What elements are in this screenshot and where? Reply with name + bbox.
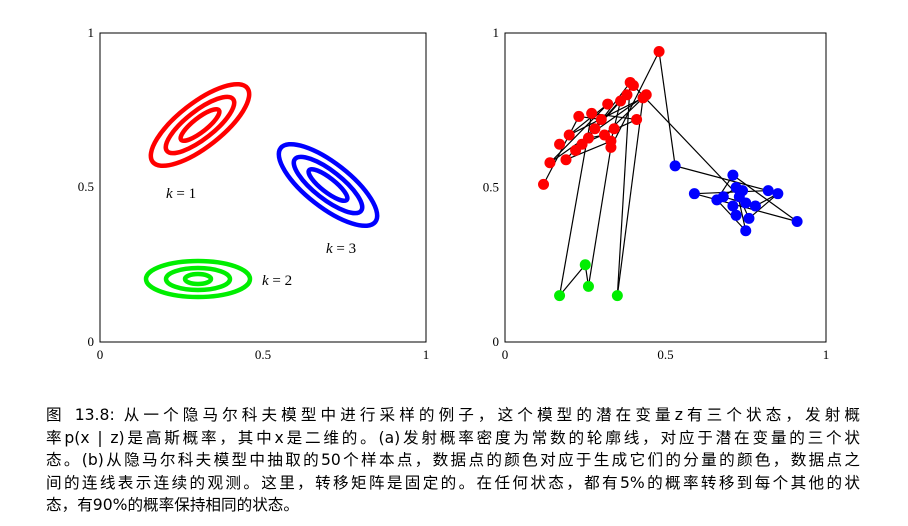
- sequence-segment: [632, 85, 740, 198]
- panel-b-ticks: 0 0.5 1 0 0.5 1: [483, 25, 830, 362]
- panel-b-ytick: 0: [493, 334, 500, 349]
- panel-a-red-contours: [148, 81, 252, 169]
- sequence-segment: [610, 100, 622, 142]
- label-k2: k = 2: [262, 273, 292, 289]
- sample-point-green: [579, 259, 591, 271]
- caption-line: 态，有90%的概率保持相同的状态。: [46, 496, 299, 514]
- panel-b-ytick: 1: [493, 25, 500, 40]
- sample-point-red: [602, 98, 614, 110]
- sample-point-green: [582, 280, 594, 292]
- sequence-segment: [565, 140, 612, 161]
- sample-point-blue: [737, 185, 749, 197]
- sample-point-blue: [791, 215, 803, 227]
- sequence-segment: [591, 112, 637, 121]
- panel-b-xtick: 0.5: [657, 347, 673, 362]
- sample-point-red: [640, 89, 652, 101]
- sequence-segment: [542, 116, 580, 185]
- figure-caption: 图 13.8: 从一个隐马尔科夫模型中进行采样的例子，这个模型的潜在变量z有三个…: [46, 404, 860, 517]
- sequence-segment: [568, 103, 609, 136]
- sample-point-red: [631, 114, 643, 126]
- sample-point-red: [563, 129, 575, 141]
- sample-point-red: [560, 154, 572, 166]
- sample-point-blue: [772, 188, 784, 200]
- panel-a-xtick: 1: [423, 347, 430, 362]
- sample-point-red: [573, 110, 585, 122]
- panel-a-ytick: 1: [88, 25, 95, 40]
- label-k3: k = 3: [326, 241, 356, 257]
- panel-b-scatter-plot: 0 0.5 1 0 0.5 1: [483, 25, 830, 362]
- sample-point-red: [538, 178, 550, 190]
- caption-line: 图 13.8: 从一个隐马尔科夫模型中进行采样的例子，这个模型的潜在变量z有三个…: [46, 406, 860, 424]
- panel-a-ticks: 0 0.5 1 0 0.5 1: [78, 25, 430, 362]
- sequence-segment: [587, 147, 612, 287]
- panel-a-axes-frame: [99, 32, 427, 343]
- sample-point-red: [570, 144, 582, 156]
- sample-point-red: [589, 123, 601, 135]
- panel-a-ytick: 0: [88, 334, 95, 349]
- sample-point-red: [554, 138, 566, 150]
- sample-point-red: [595, 114, 607, 126]
- sample-point-green: [611, 290, 623, 302]
- sample-point-blue: [740, 197, 752, 209]
- panel-b-xtick: 1: [823, 347, 830, 362]
- sample-point-blue: [727, 169, 739, 181]
- sample-point-blue: [727, 200, 739, 212]
- sample-point-blue: [762, 185, 774, 197]
- sequence-segment: [616, 97, 644, 296]
- sample-point-red: [627, 80, 639, 92]
- sample-point-blue: [749, 200, 761, 212]
- sequence-segment: [616, 82, 631, 296]
- sample-point-blue: [669, 160, 681, 172]
- panel-a-blue-contours: [276, 141, 380, 229]
- sequence-segment: [748, 193, 779, 219]
- sequence-segment: [549, 103, 609, 164]
- sample-point-blue: [688, 188, 700, 200]
- panel-a-xtick: 0.5: [255, 347, 271, 362]
- caption-line: 态。(b)从隐马尔科夫模型中抽取的50个样本点，数据点的颜色对应于生成它们的分量…: [46, 451, 860, 469]
- panel-b-axes-frame: [504, 32, 827, 343]
- caption-line: 间的连线表示连续的观测。这里，转移矩阵是固定的。在任何状态，都有5%的概率转移到…: [46, 473, 860, 492]
- sample-point-green: [554, 290, 566, 302]
- sample-point-red: [544, 157, 556, 169]
- panel-b-xtick: 0: [502, 347, 509, 362]
- panel-a-contour-plot: k = 1 k = 2 k = 3 0 0.5 1 0 0.5 1: [78, 25, 430, 362]
- sequence-segment: [568, 97, 644, 136]
- caption-line: 率p(x | z)是高斯概率，其中x是二维的。(a)发射概率密度为常数的轮廓线，…: [46, 428, 860, 447]
- sample-point-red: [582, 132, 594, 144]
- sequence-segment: [658, 51, 676, 166]
- label-k1: k = 1: [166, 186, 196, 202]
- sample-point-blue: [740, 225, 752, 237]
- figure: k = 1 k = 2 k = 3 0 0.5 1 0 0.5 1 0 0.5 10…: [78, 25, 830, 362]
- panel-a-green-contours: [143, 258, 253, 300]
- sample-point-blue: [743, 212, 755, 224]
- sample-point-red: [653, 46, 665, 58]
- sample-point-blue: [717, 191, 729, 203]
- panel-b-ytick: 0.5: [483, 180, 499, 195]
- panel-b-sequence-lines: [542, 51, 798, 297]
- panel-a-ytick: 0.5: [78, 179, 94, 194]
- panel-a-xtick: 0: [97, 347, 104, 362]
- sequence-segment: [559, 264, 586, 297]
- sequence-segment: [732, 174, 798, 222]
- sample-point-red: [586, 107, 598, 119]
- sample-point-red: [605, 135, 617, 147]
- sample-point-blue: [730, 209, 742, 221]
- panel-b-points: [538, 46, 803, 302]
- sample-point-red: [621, 89, 633, 101]
- sample-point-red: [608, 123, 620, 135]
